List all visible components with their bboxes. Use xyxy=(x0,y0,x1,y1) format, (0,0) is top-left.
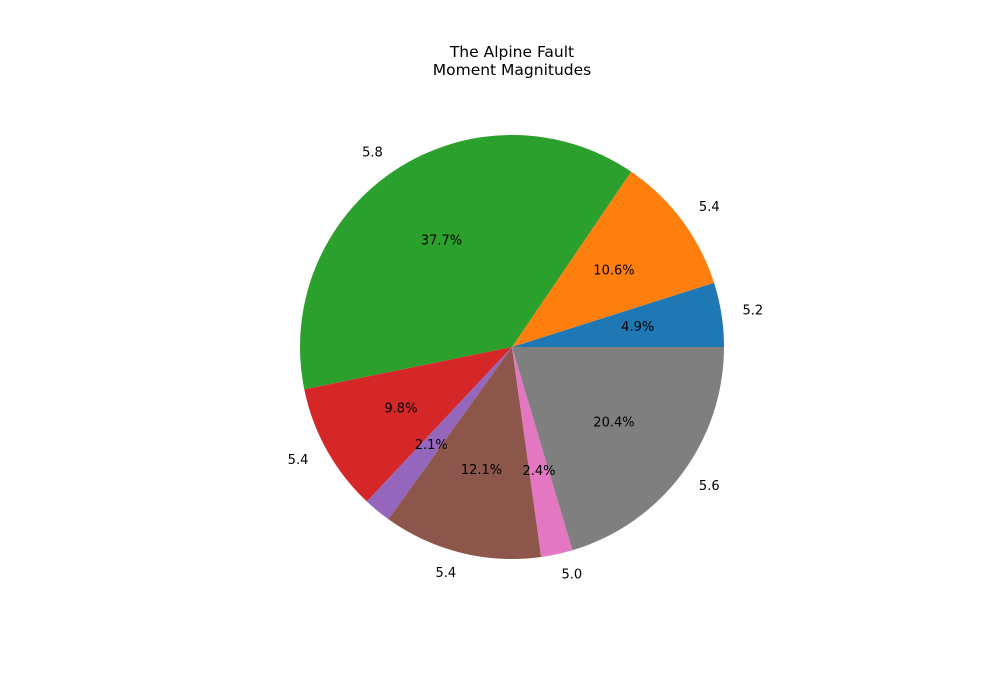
slice-percent-label-8: 20.4% xyxy=(593,416,634,431)
chart-title-line-2: Moment Magnitudes xyxy=(433,61,592,79)
pie-slice-4 xyxy=(304,347,512,502)
slice-percent-label-3: 37.7% xyxy=(421,234,462,249)
pie-slice-8 xyxy=(512,347,724,551)
pie-slice-7 xyxy=(512,347,573,557)
pie-slice-3 xyxy=(299,135,632,390)
pie-labels: 5.2 4.9% 5.4 10.6% 5.8 37.7% 5.4 9.8% 2.1% 5.4 12.… xyxy=(288,145,763,582)
slice-percent-label-1: 4.9% xyxy=(621,320,654,335)
slice-label-4: 5.4 xyxy=(288,453,309,468)
pie-slices xyxy=(299,135,724,560)
slice-percent-label-6: 12.1% xyxy=(461,463,502,478)
slice-label-2: 5.4 xyxy=(699,200,720,215)
pie-slice-2 xyxy=(512,171,715,347)
pie-slice-1 xyxy=(512,282,724,347)
pie-slice-5 xyxy=(366,347,512,520)
slice-percent-label-2: 10.6% xyxy=(593,263,634,278)
slice-label-3: 5.8 xyxy=(362,145,383,160)
pie-slice-6 xyxy=(388,347,542,560)
slice-label-7: 5.0 xyxy=(561,567,582,582)
slice-percent-label-7: 2.4% xyxy=(522,464,555,479)
slice-label-8: 5.6 xyxy=(699,479,720,494)
slice-percent-label-5: 2.1% xyxy=(415,438,448,453)
slice-label-6: 5.4 xyxy=(435,566,456,581)
slice-label-1: 5.2 xyxy=(742,304,763,319)
chart-title-line-1: The Alpine Fault xyxy=(449,43,574,61)
slice-percent-label-4: 9.8% xyxy=(384,401,417,416)
